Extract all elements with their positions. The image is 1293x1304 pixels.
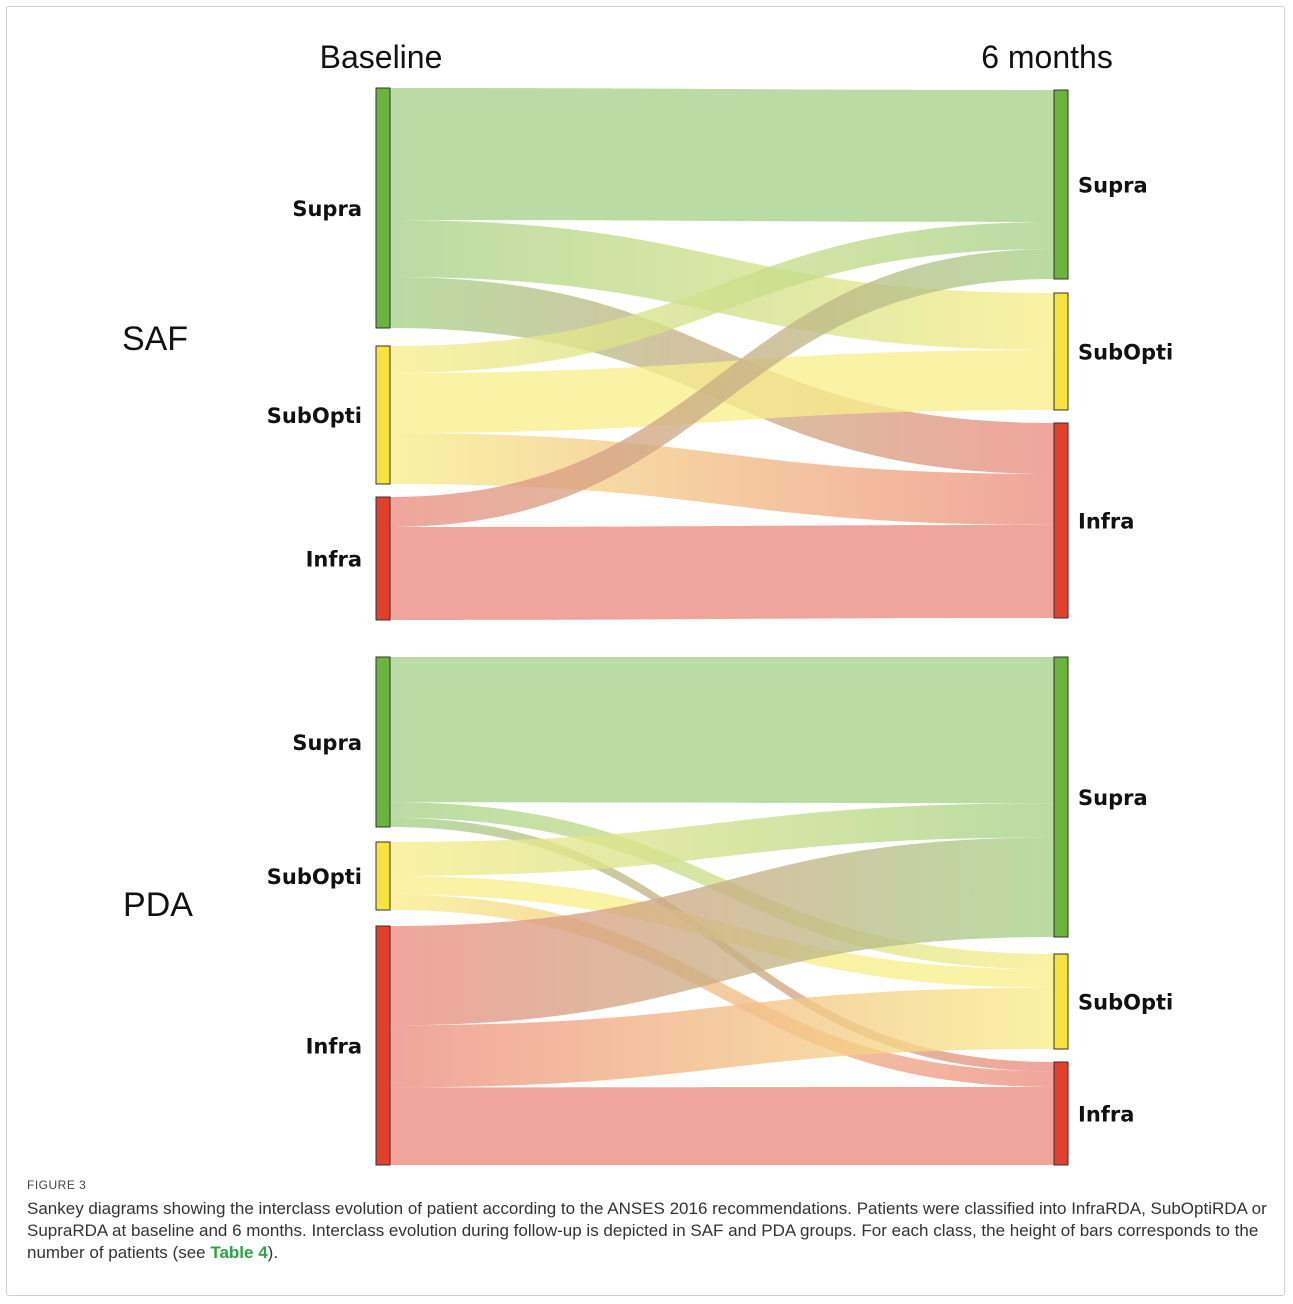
sankey-group-pda: PDA Supra SubOpti Infra Supra SubOpti Infra	[123, 656, 1173, 1166]
baseline-node-supra	[375, 656, 391, 828]
flow-infra-to-subopti	[390, 987, 1054, 1088]
baseline-label-subopti: SubOpti	[267, 865, 362, 889]
table-4-link[interactable]: Table 4	[210, 1243, 268, 1262]
node-labels-layer: Supra SubOpti Infra Supra SubOpti Infra	[267, 731, 1173, 1127]
followup-label-supra: Supra	[1078, 786, 1148, 810]
baseline-node-infra	[375, 496, 391, 621]
followup-label-infra: Infra	[1078, 1103, 1134, 1127]
baseline-node-subopti	[375, 841, 391, 911]
flow-subopti-to-supra	[390, 222, 1054, 373]
flow-supra-to-supra	[390, 88, 1054, 222]
baseline-label-supra: Supra	[292, 197, 362, 221]
flow-infra-to-supra	[390, 837, 1054, 1026]
flow-supra-to-supra	[390, 657, 1054, 804]
group-label-pda: PDA	[123, 886, 193, 924]
nodes-layer	[375, 87, 1069, 621]
followup-node-supra	[1053, 89, 1069, 280]
followup-node-infra	[1053, 1061, 1069, 1166]
caption-body: Sankey diagrams showing the interclass e…	[27, 1199, 1267, 1262]
figure-caption: FIGURE 3 Sankey diagrams showing the int…	[27, 1178, 1267, 1264]
followup-node-supra	[1053, 656, 1069, 938]
followup-node-infra	[1053, 422, 1069, 619]
flow-subopti-to-supra	[390, 803, 1054, 876]
flows-layer	[390, 88, 1054, 620]
baseline-label-infra: Infra	[306, 1035, 362, 1059]
followup-label-infra: Infra	[1078, 510, 1134, 534]
node-labels-layer: Supra SubOpti Infra Supra SubOpti Infra	[267, 174, 1173, 572]
baseline-node-infra	[375, 925, 391, 1166]
followup-label-subopti: SubOpti	[1078, 341, 1173, 365]
flow-infra-to-supra	[390, 249, 1054, 527]
flow-infra-to-infra	[390, 525, 1054, 620]
flow-subopti-to-infra	[390, 894, 1054, 1087]
flow-infra-to-infra	[390, 1086, 1054, 1165]
group-label-saf: SAF	[122, 320, 188, 358]
sankey-diagram: Baseline 6 months SAF SupraSubOptiInfraS…	[122, 39, 1173, 1166]
column-label-baseline: Baseline	[320, 39, 443, 75]
followup-label-subopti: SubOpti	[1078, 991, 1173, 1015]
followup-node-subopti	[1053, 953, 1069, 1050]
flow-subopti-to-infra	[390, 433, 1054, 525]
flows-layer	[390, 657, 1054, 1165]
caption-title: FIGURE 3	[27, 1178, 87, 1192]
baseline-node-subopti	[375, 345, 391, 485]
sankey-group-saf: SAF Supra SubOpti Infra Supra SubOpti Infra	[122, 87, 1173, 621]
followup-node-subopti	[1053, 292, 1069, 411]
baseline-label-infra: Infra	[306, 548, 362, 572]
column-label-6-months: 6 months	[981, 39, 1113, 75]
caption-end: ).	[267, 1243, 279, 1262]
baseline-node-supra	[375, 87, 391, 329]
figure-frame	[6, 6, 1285, 1296]
followup-label-supra: Supra	[1078, 174, 1148, 198]
baseline-label-supra: Supra	[292, 731, 362, 755]
nodes-layer	[375, 656, 1069, 1166]
baseline-label-subopti: SubOpti	[267, 404, 362, 428]
caption-text: Sankey diagrams showing the interclass e…	[27, 1198, 1267, 1264]
